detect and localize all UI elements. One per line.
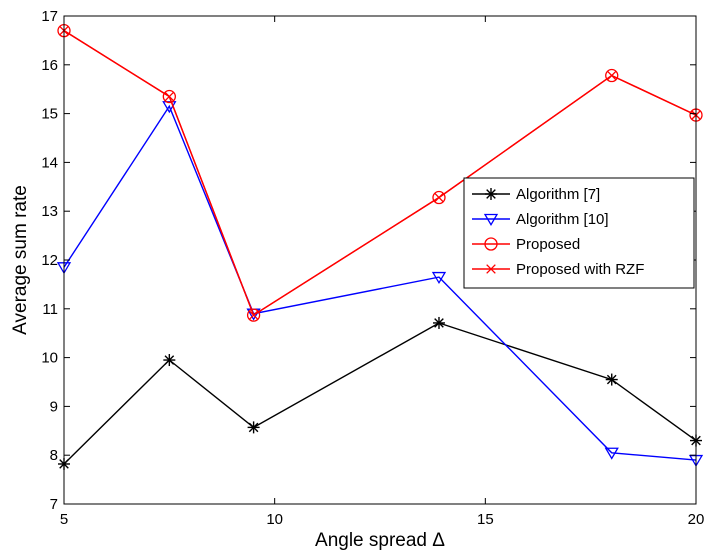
y-tick-label: 12 <box>41 252 58 269</box>
axes-layer: 5 10 15 20 7 8 9 10 11 12 13 14 15 16 17 <box>41 8 704 528</box>
data-point <box>246 308 261 322</box>
marker-stroke <box>606 70 617 81</box>
y-tick-label: 16 <box>41 57 58 74</box>
marker-shape <box>484 237 498 251</box>
legend-marker <box>485 188 497 200</box>
y-tick-label: 8 <box>50 447 58 464</box>
y-tick-label: 17 <box>41 8 58 25</box>
data-point <box>247 421 260 434</box>
data-point <box>434 192 444 203</box>
data-point <box>604 447 619 460</box>
legend-label: Algorithm [10] <box>516 211 609 228</box>
x-tick-label: 5 <box>60 511 68 528</box>
data-point <box>431 271 447 285</box>
legend-marker <box>483 213 499 226</box>
legend-label: Proposed with RZF <box>516 261 644 278</box>
legend-marker <box>484 237 498 251</box>
data-point <box>605 68 619 83</box>
marker-shape <box>431 271 447 285</box>
legend-entry: Proposed with RZF <box>472 261 644 278</box>
y-tick-label: 15 <box>41 106 58 123</box>
data-point <box>163 354 176 367</box>
series-line <box>63 104 697 461</box>
marker-shape <box>483 213 499 226</box>
y-tick-label: 14 <box>41 154 58 171</box>
data-point <box>605 373 618 386</box>
marker-stroke <box>164 91 175 102</box>
series-line <box>63 322 697 465</box>
marker-stroke <box>248 310 259 320</box>
y-axis-label: Average sum rate <box>10 185 31 335</box>
y-tick-label: 11 <box>42 301 58 318</box>
series-4 <box>59 25 701 320</box>
legend-label: Algorithm [7] <box>516 186 600 203</box>
y-tick-label: 10 <box>41 350 58 367</box>
legend-entry: Algorithm [10] <box>472 211 609 228</box>
x-tick-label: 10 <box>266 511 283 528</box>
marker-stroke <box>434 192 444 203</box>
series-2 <box>56 101 704 468</box>
data-point <box>162 89 176 104</box>
x-axis-label: Angle spread Δ <box>315 530 445 551</box>
y-tick-label: 9 <box>50 398 58 415</box>
x-tick-label: 20 <box>688 511 705 528</box>
marker-stroke <box>164 355 175 365</box>
data-point <box>432 316 445 329</box>
series-line <box>63 30 697 317</box>
marker-shape <box>246 308 261 322</box>
legend: Algorithm [7] Algorithm [10] Proposed Propo… <box>463 177 695 289</box>
marker-shape <box>605 68 619 83</box>
y-tick-label: 7 <box>50 496 58 513</box>
data-point <box>606 70 617 81</box>
marker-stroke <box>248 422 259 433</box>
marker-stroke <box>606 374 617 385</box>
x-tick-label: 15 <box>477 511 494 528</box>
series-layer <box>56 23 704 470</box>
marker-stroke <box>486 264 496 274</box>
legend-entry: Algorithm [7] <box>472 186 600 203</box>
data-point <box>248 310 259 320</box>
marker-shape <box>162 101 177 114</box>
legend-marker <box>486 264 496 274</box>
marker-stroke <box>486 189 496 199</box>
marker-stroke <box>434 318 444 328</box>
y-tick-label: 13 <box>41 203 58 220</box>
marker-shape <box>432 190 446 205</box>
data-point <box>164 91 175 102</box>
marker-shape <box>604 447 619 460</box>
legend-entry: Proposed <box>472 236 580 253</box>
marker-shape <box>162 89 176 104</box>
data-point <box>162 101 177 114</box>
data-point <box>432 190 446 205</box>
legend-label: Proposed <box>516 236 580 253</box>
